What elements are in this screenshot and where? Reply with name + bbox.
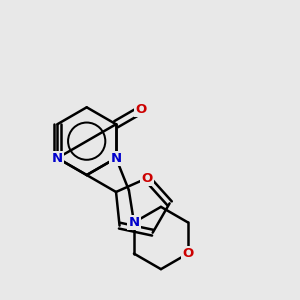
Text: O: O xyxy=(141,172,153,185)
Text: N: N xyxy=(110,152,122,165)
Text: O: O xyxy=(135,103,147,116)
Text: N: N xyxy=(128,216,140,229)
Text: N: N xyxy=(52,152,63,165)
Text: O: O xyxy=(182,247,194,260)
